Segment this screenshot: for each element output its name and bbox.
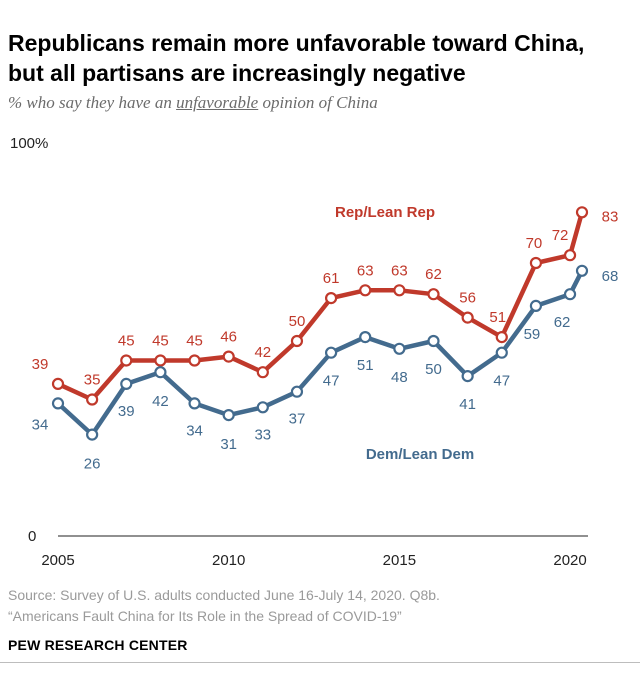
data-label-dem-15: 62 <box>554 314 571 331</box>
organization-name: PEW RESEARCH CENTER <box>8 637 188 653</box>
x-tick-label-2015: 2015 <box>383 552 416 569</box>
data-point-rep-12 <box>461 311 474 324</box>
data-label-rep-16: 83 <box>602 208 619 225</box>
subtitle-emphasis: unfavorable <box>176 93 259 112</box>
data-point-dem-12 <box>461 370 474 383</box>
data-point-dem-0 <box>51 397 65 410</box>
data-point-rep-9 <box>359 284 372 297</box>
x-tick-label-2020: 2020 <box>553 552 586 569</box>
data-point-dem-14 <box>529 299 543 312</box>
chart-subtitle: % who say they have an unfavorable opini… <box>8 93 378 113</box>
data-label-rep-14: 70 <box>526 235 543 252</box>
data-label-dem-8: 47 <box>323 373 340 390</box>
y-axis-top-label: 100% <box>10 135 48 152</box>
data-label-dem-14: 59 <box>524 326 541 343</box>
data-label-dem-9: 51 <box>357 357 374 374</box>
data-point-dem-16 <box>575 264 589 277</box>
source-line-2: “Americans Fault China for Its Role in t… <box>8 608 402 624</box>
data-label-rep-11: 62 <box>425 266 442 283</box>
data-label-dem-2: 39 <box>118 403 135 420</box>
data-label-dem-16: 68 <box>602 268 619 285</box>
data-point-dem-8 <box>324 346 338 359</box>
x-tick-label-2010: 2010 <box>212 552 245 569</box>
data-point-dem-1 <box>86 428 99 441</box>
data-point-rep-5 <box>222 350 235 363</box>
data-label-dem-6: 33 <box>254 426 271 443</box>
data-point-rep-15 <box>563 249 577 262</box>
data-label-dem-4: 34 <box>186 422 203 439</box>
data-point-rep-7 <box>290 334 304 348</box>
data-point-rep-6 <box>256 366 269 379</box>
data-point-rep-11 <box>427 288 440 301</box>
chart-title: Republicans remain more unfavorable towa… <box>8 28 632 88</box>
data-label-rep-12: 56 <box>459 290 476 307</box>
chart-title-line-1: Republicans remain more unfavorable towa… <box>8 30 585 56</box>
data-point-rep-13 <box>495 331 508 344</box>
data-point-dem-10 <box>393 342 406 355</box>
data-point-dem-13 <box>495 346 508 359</box>
bottom-divider <box>0 662 640 663</box>
source-line-1: Source: Survey of U.S. adults conducted … <box>8 587 440 603</box>
series-line-rep <box>55 210 585 402</box>
data-label-rep-10: 63 <box>391 262 408 279</box>
data-label-rep-3: 45 <box>152 333 169 350</box>
data-label-dem-10: 48 <box>391 369 408 386</box>
data-label-rep-15: 72 <box>552 227 569 244</box>
data-label-rep-1: 35 <box>84 372 101 389</box>
data-label-dem-1: 26 <box>84 456 101 473</box>
data-point-rep-1 <box>86 393 99 406</box>
data-point-dem-9 <box>359 331 372 344</box>
data-label-rep-9: 63 <box>357 262 374 279</box>
data-label-dem-11: 50 <box>425 361 442 378</box>
data-label-dem-5: 31 <box>220 436 237 453</box>
x-tick-label-2005: 2005 <box>41 552 74 569</box>
line-chart: 100% 0 2005 2010 2015 2020 39 35 45 45 45 46 42 50 61 6… <box>10 135 619 569</box>
data-label-dem-3: 42 <box>152 393 169 410</box>
data-label-rep-5: 46 <box>220 329 237 346</box>
data-point-dem-3 <box>154 366 167 379</box>
data-label-rep-4: 45 <box>186 333 203 350</box>
data-point-rep-16 <box>575 206 589 219</box>
data-point-dem-15 <box>563 288 577 301</box>
data-label-dem-13: 47 <box>493 373 510 390</box>
data-label-rep-2: 45 <box>118 333 135 350</box>
subtitle-suffix: opinion of China <box>258 93 378 112</box>
data-point-dem-5 <box>222 409 235 422</box>
y-axis-bottom-label: 0 <box>28 528 36 545</box>
data-point-dem-4 <box>188 397 201 410</box>
data-point-dem-6 <box>256 401 269 414</box>
data-point-dem-2 <box>120 377 133 390</box>
series-label-dem: Dem/Lean Dem <box>366 446 474 463</box>
subtitle-prefix: % who say they have an <box>8 93 177 112</box>
data-point-rep-4 <box>188 354 201 367</box>
series-label-rep: Rep/Lean Rep <box>335 204 435 221</box>
data-point-rep-8 <box>324 292 338 305</box>
data-point-rep-0 <box>51 377 65 390</box>
data-label-rep-7: 50 <box>289 313 306 330</box>
data-label-rep-8: 61 <box>323 270 340 287</box>
data-label-rep-0: 39 <box>32 356 49 373</box>
data-label-dem-7: 37 <box>289 411 306 428</box>
data-point-dem-7 <box>290 385 304 398</box>
data-label-dem-12: 41 <box>459 396 476 413</box>
source-note: Source: Survey of U.S. adults conducted … <box>8 585 440 627</box>
data-point-rep-2 <box>120 354 133 367</box>
data-label-rep-6: 42 <box>254 344 271 361</box>
data-point-rep-14 <box>529 256 543 270</box>
data-point-rep-3 <box>154 354 167 367</box>
data-point-dem-11 <box>427 334 440 348</box>
data-label-dem-0: 34 <box>32 416 49 433</box>
data-label-rep-13: 51 <box>489 309 506 326</box>
chart-title-line-2: but all partisans are increasingly negat… <box>8 60 466 86</box>
data-point-rep-10 <box>393 284 406 297</box>
